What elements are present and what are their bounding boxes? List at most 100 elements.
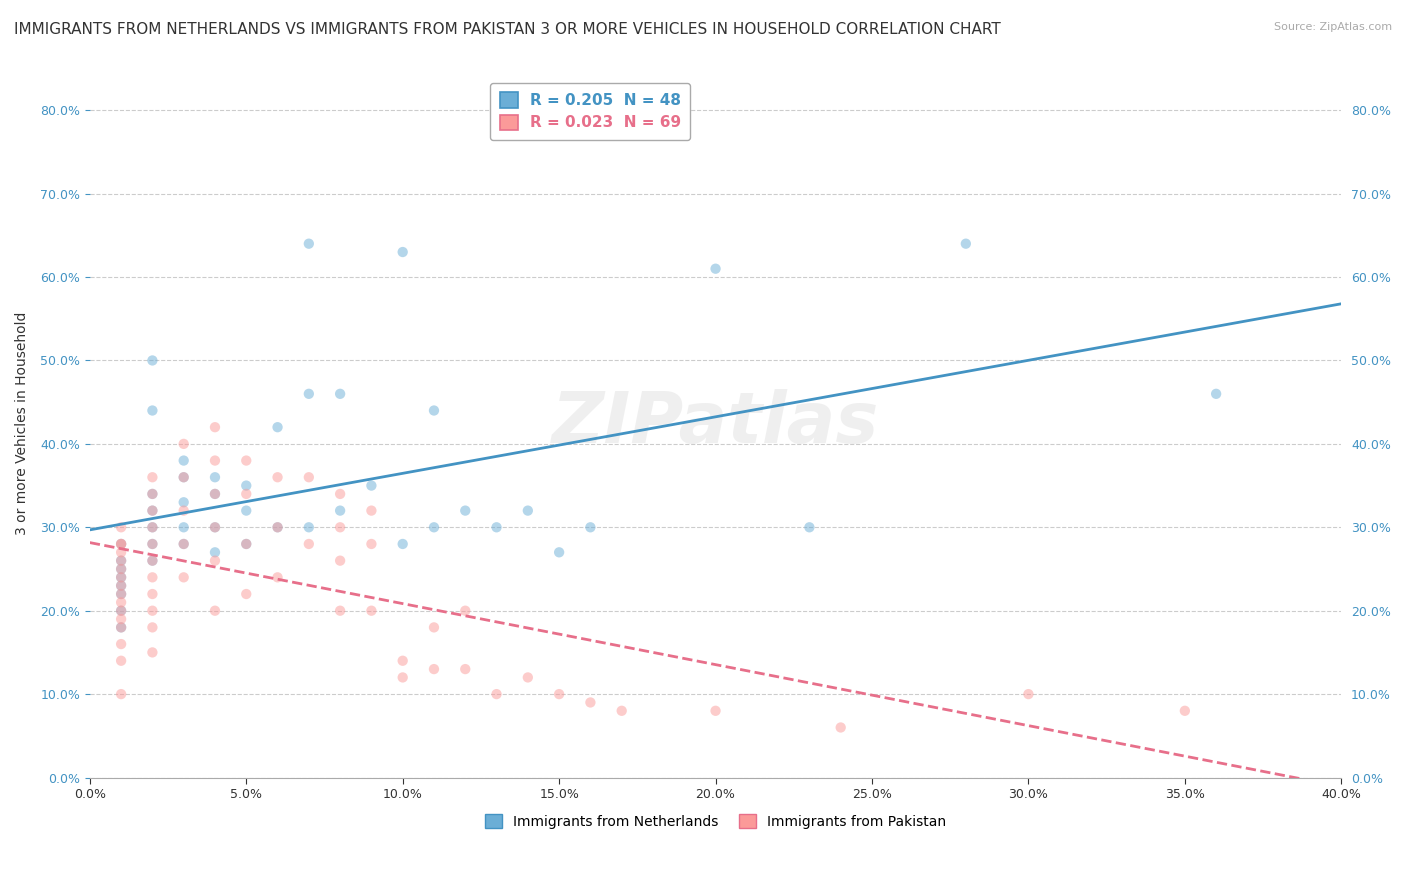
- Point: [516, 503, 538, 517]
- Point: [141, 487, 163, 501]
- Point: [391, 537, 413, 551]
- Point: [329, 387, 352, 401]
- Point: [391, 245, 413, 260]
- Point: [141, 554, 163, 568]
- Point: [579, 520, 602, 534]
- Point: [329, 604, 352, 618]
- Point: [173, 503, 195, 517]
- Point: [204, 420, 226, 434]
- Point: [110, 595, 132, 609]
- Point: [141, 403, 163, 417]
- Point: [141, 503, 163, 517]
- Point: [423, 662, 446, 676]
- Point: [110, 604, 132, 618]
- Point: [141, 503, 163, 517]
- Point: [235, 478, 257, 492]
- Point: [110, 620, 132, 634]
- Point: [329, 487, 352, 501]
- Point: [485, 687, 508, 701]
- Point: [548, 545, 571, 559]
- Point: [141, 554, 163, 568]
- Point: [141, 470, 163, 484]
- Point: [110, 537, 132, 551]
- Point: [141, 537, 163, 551]
- Point: [110, 520, 132, 534]
- Point: [110, 612, 132, 626]
- Point: [173, 570, 195, 584]
- Point: [110, 554, 132, 568]
- Point: [423, 520, 446, 534]
- Point: [235, 503, 257, 517]
- Point: [266, 520, 288, 534]
- Point: [235, 537, 257, 551]
- Point: [360, 537, 382, 551]
- Point: [204, 554, 226, 568]
- Point: [485, 520, 508, 534]
- Point: [110, 637, 132, 651]
- Point: [235, 587, 257, 601]
- Point: [110, 562, 132, 576]
- Point: [141, 353, 163, 368]
- Point: [329, 520, 352, 534]
- Point: [204, 453, 226, 467]
- Point: [173, 495, 195, 509]
- Point: [141, 587, 163, 601]
- Point: [110, 545, 132, 559]
- Point: [799, 520, 821, 534]
- Point: [235, 487, 257, 501]
- Point: [110, 687, 132, 701]
- Point: [110, 537, 132, 551]
- Point: [173, 537, 195, 551]
- Point: [298, 537, 321, 551]
- Point: [360, 478, 382, 492]
- Point: [298, 470, 321, 484]
- Point: [704, 704, 727, 718]
- Point: [235, 453, 257, 467]
- Point: [204, 470, 226, 484]
- Point: [110, 620, 132, 634]
- Text: IMMIGRANTS FROM NETHERLANDS VS IMMIGRANTS FROM PAKISTAN 3 OR MORE VEHICLES IN HO: IMMIGRANTS FROM NETHERLANDS VS IMMIGRANT…: [14, 22, 1001, 37]
- Point: [110, 587, 132, 601]
- Point: [516, 670, 538, 684]
- Point: [110, 570, 132, 584]
- Point: [391, 654, 413, 668]
- Point: [110, 579, 132, 593]
- Point: [141, 604, 163, 618]
- Point: [329, 503, 352, 517]
- Point: [360, 503, 382, 517]
- Point: [204, 520, 226, 534]
- Point: [391, 670, 413, 684]
- Point: [830, 721, 852, 735]
- Point: [1017, 687, 1039, 701]
- Point: [141, 570, 163, 584]
- Point: [141, 487, 163, 501]
- Point: [110, 554, 132, 568]
- Point: [266, 520, 288, 534]
- Point: [141, 520, 163, 534]
- Point: [298, 520, 321, 534]
- Point: [141, 520, 163, 534]
- Point: [173, 470, 195, 484]
- Y-axis label: 3 or more Vehicles in Household: 3 or more Vehicles in Household: [15, 311, 30, 534]
- Point: [955, 236, 977, 251]
- Point: [298, 387, 321, 401]
- Point: [173, 453, 195, 467]
- Point: [454, 662, 477, 676]
- Point: [141, 620, 163, 634]
- Text: Source: ZipAtlas.com: Source: ZipAtlas.com: [1274, 22, 1392, 32]
- Text: ZIPatlas: ZIPatlas: [553, 389, 879, 458]
- Point: [141, 645, 163, 659]
- Point: [266, 470, 288, 484]
- Point: [1174, 704, 1197, 718]
- Point: [298, 236, 321, 251]
- Point: [1205, 387, 1227, 401]
- Point: [360, 604, 382, 618]
- Point: [110, 654, 132, 668]
- Point: [610, 704, 633, 718]
- Point: [423, 403, 446, 417]
- Point: [548, 687, 571, 701]
- Point: [173, 520, 195, 534]
- Point: [454, 503, 477, 517]
- Point: [110, 604, 132, 618]
- Point: [110, 537, 132, 551]
